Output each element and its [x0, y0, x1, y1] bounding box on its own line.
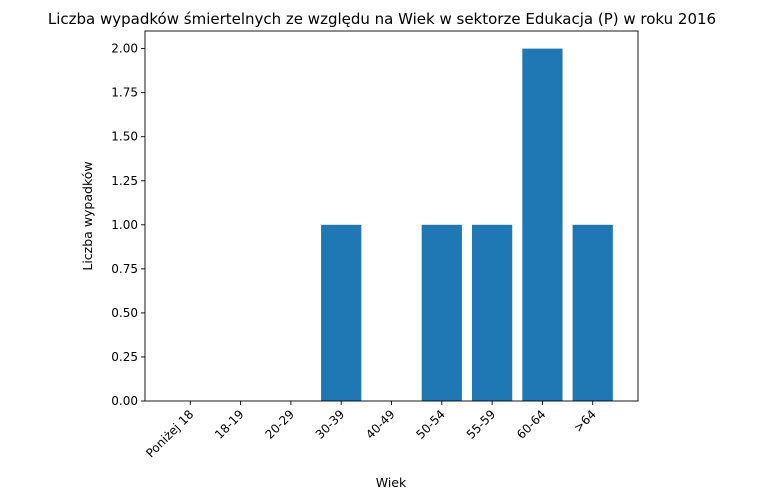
y-tick-label-4: 1.00: [111, 218, 138, 232]
bar-5: [421, 224, 462, 401]
y-tick-label-3: 0.75: [111, 262, 138, 276]
y-tick-label-6: 1.50: [111, 130, 138, 144]
bar-8: [572, 224, 613, 401]
y-tick-label-5: 1.25: [111, 174, 138, 188]
x-tick-label-5: 50-54: [413, 407, 448, 442]
bar-6: [471, 224, 513, 401]
plot-area: 0.00 0.25 0.50 0.75 1.00 1.25 1.50 1.75 2.00 Poni…: [111, 30, 639, 460]
y-tick-label-1: 0.25: [111, 350, 138, 364]
x-tick-label-0: Poniżej 18: [143, 407, 196, 460]
y-tick-label-7: 1.75: [111, 86, 138, 100]
x-tick-label-8: >64: [571, 407, 599, 435]
y-tick-label-2: 0.50: [111, 306, 138, 320]
bar-7: [522, 48, 563, 402]
plot-frame: [144, 30, 639, 402]
x-tick-label-6: 55-59: [464, 407, 499, 442]
x-tick-label-4: 40-49: [363, 407, 398, 442]
x-axis-label: Wiek: [376, 475, 407, 490]
bar-3: [321, 224, 362, 401]
x-tick-label-7: 60-64: [514, 407, 549, 442]
y-axis-label: Liczba wypadków: [80, 161, 95, 270]
y-tick-label-8: 2.00: [111, 42, 138, 56]
chart-title: Liczba wypadków śmiertelnych ze względu …: [48, 10, 716, 28]
y-tick-label-0: 0.00: [111, 394, 138, 408]
x-tick-label-3: 30-39: [313, 407, 348, 442]
x-tick-label-1: 18-19: [212, 407, 247, 442]
x-tick-label-2: 20-29: [262, 407, 297, 442]
